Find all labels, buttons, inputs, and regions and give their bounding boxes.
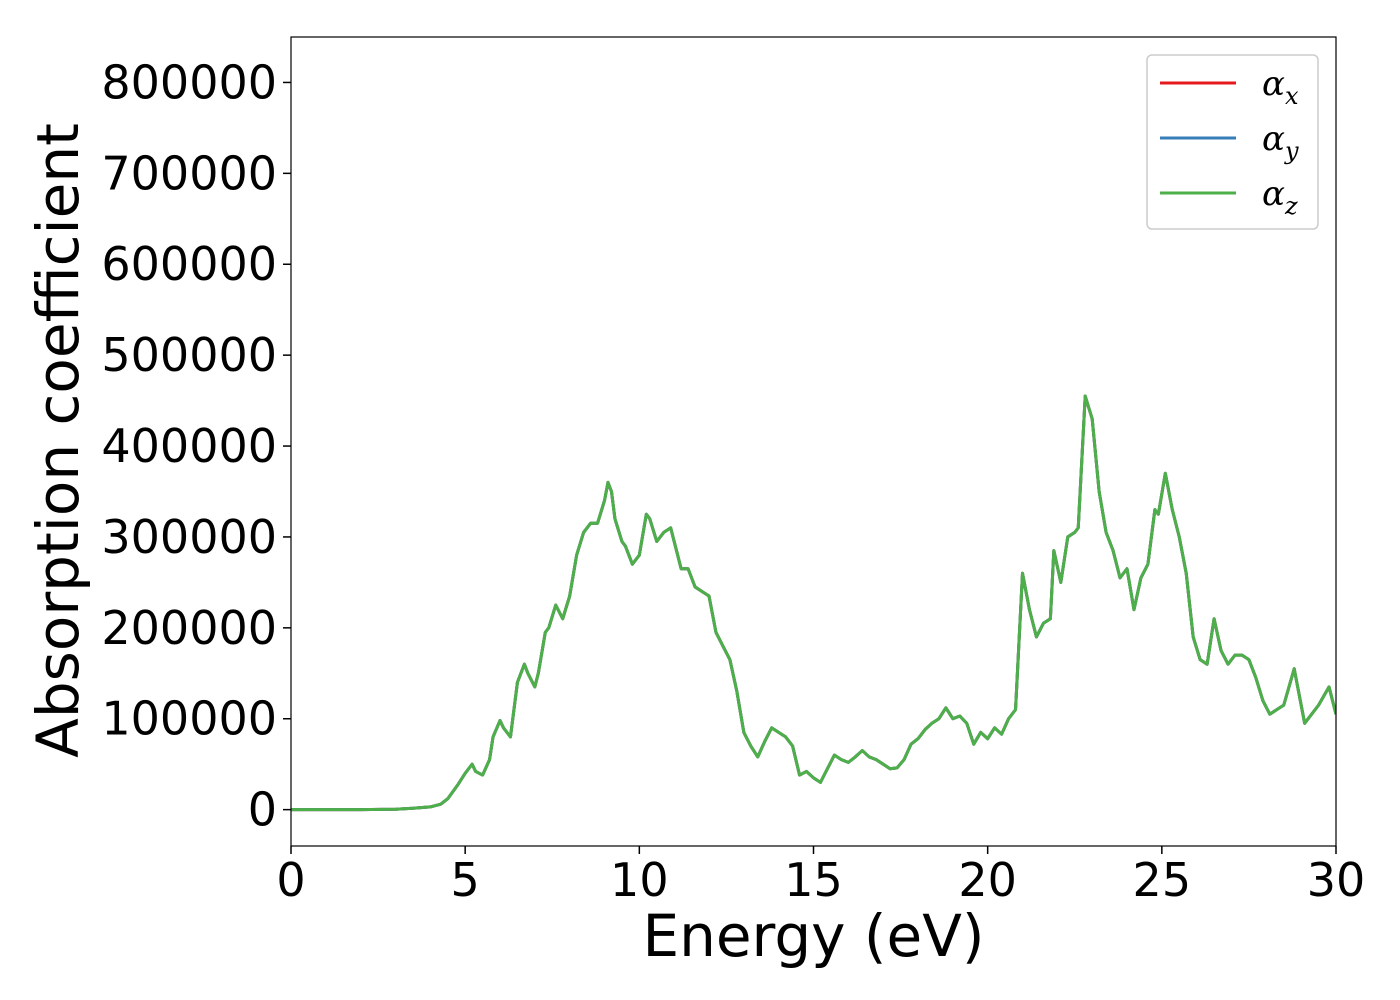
x-tick-label: 10 [610,853,669,907]
legend-label: αz [1262,174,1298,220]
y-axis: 0 100000 200000 300000 400000 500000 600000 700… [101,55,291,837]
y-tick-label: 800000 [101,55,277,109]
y-tick-label: 500000 [101,328,277,382]
y-tick-label: 200000 [101,601,277,655]
x-tick-label: 25 [1133,853,1192,907]
legend-label: αy [1262,119,1299,165]
x-tick-label: 20 [958,853,1017,907]
y-tick-label: 600000 [101,237,277,291]
series-layer [291,394,1336,812]
x-axis: 0 5 10 15 20 25 30 [276,846,1365,907]
x-tick-label: 15 [784,853,843,907]
x-axis-label: Energy (eV) [642,902,984,970]
y-tick-label: 700000 [101,146,277,200]
legend-box [1146,54,1319,230]
series-line-2 [291,394,1336,812]
y-tick-label: 300000 [101,510,277,564]
legend: αx αy αz [1146,54,1319,230]
x-tick-label: 0 [276,853,305,907]
legend-label: αx [1262,64,1299,110]
y-axis-label: Absorption coefficient [24,123,92,758]
series-line-1 [291,394,1336,812]
y-tick-label: 400000 [101,419,277,473]
x-tick-label: 30 [1307,853,1366,907]
x-tick-label: 5 [451,853,480,907]
y-tick-label: 100000 [101,692,277,746]
series-line-3 [291,394,1336,812]
y-tick-label: 0 [248,783,277,837]
